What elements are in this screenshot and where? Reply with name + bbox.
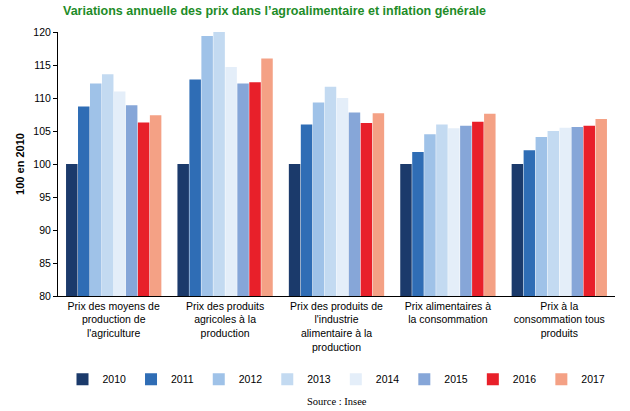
svg-text:2017: 2017 bbox=[581, 373, 605, 385]
svg-text:Source : Insee: Source : Insee bbox=[307, 396, 367, 407]
svg-text:110: 110 bbox=[34, 92, 51, 104]
svg-text:120: 120 bbox=[33, 26, 51, 38]
svg-text:95: 95 bbox=[39, 191, 51, 203]
svg-text:2013: 2013 bbox=[307, 373, 331, 385]
svg-text:2011: 2011 bbox=[171, 373, 194, 385]
svg-text:Prix des produitsagricoles à l: Prix des produitsagricoles à laproductio… bbox=[186, 300, 264, 339]
svg-text:2015: 2015 bbox=[444, 373, 468, 385]
svg-text:Prix alimentaires àla consomma: Prix alimentaires àla consommation bbox=[405, 300, 492, 326]
svg-text:2016: 2016 bbox=[513, 373, 537, 385]
svg-text:2010: 2010 bbox=[103, 373, 127, 385]
svg-text:115: 115 bbox=[34, 59, 51, 71]
svg-text:100: 100 bbox=[33, 158, 51, 170]
svg-text:2014: 2014 bbox=[376, 373, 400, 385]
svg-text:Prix à laconsommation tousprod: Prix à laconsommation tousproduits bbox=[514, 300, 605, 339]
svg-text:2012: 2012 bbox=[239, 373, 263, 385]
svg-text:85: 85 bbox=[39, 257, 51, 269]
svg-text:90: 90 bbox=[39, 224, 51, 236]
svg-text:Prix des produits del'industri: Prix des produits del'industriealimentai… bbox=[290, 300, 383, 353]
svg-text:80: 80 bbox=[39, 290, 51, 302]
svg-text:Variations annuelle des prix d: Variations annuelle des prix dans l’agro… bbox=[63, 4, 486, 18]
svg-text:100 en 2010: 100 en 2010 bbox=[14, 133, 26, 195]
svg-text:105: 105 bbox=[33, 125, 51, 137]
svg-text:Prix des moyens deproduction d: Prix des moyens deproduction del'agricul… bbox=[68, 300, 160, 339]
